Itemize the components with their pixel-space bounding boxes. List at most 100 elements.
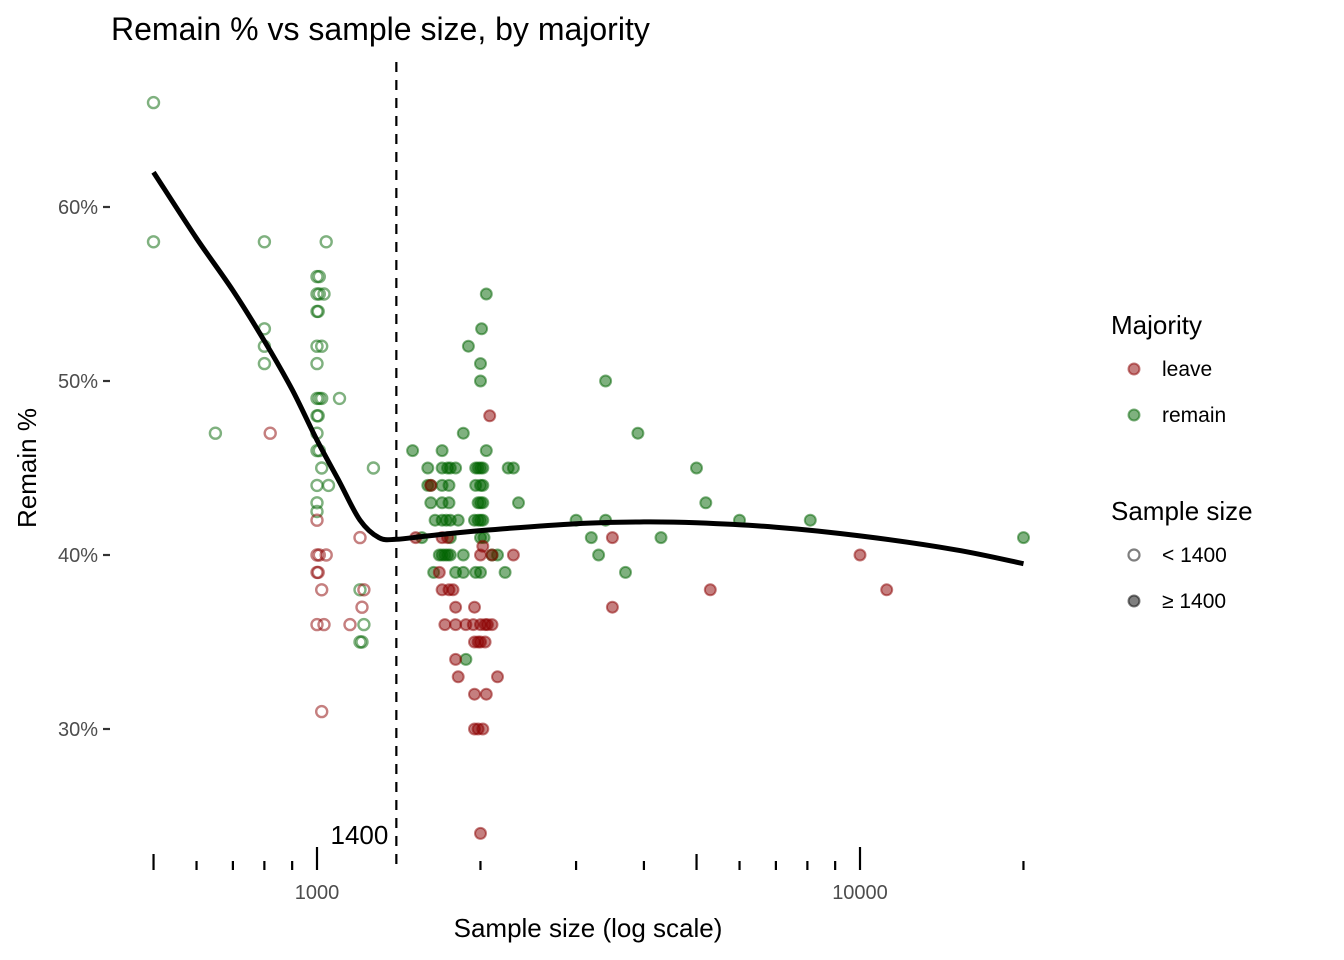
- legend-swatch-large-sample: [1127, 594, 1141, 608]
- legend-swatch-remain: [1127, 408, 1141, 422]
- chart-title: Remain % vs sample size, by majority: [111, 11, 650, 47]
- data-point-leave: [703, 583, 717, 597]
- data-point-remain: [257, 235, 272, 249]
- data-point-leave: [315, 704, 329, 719]
- data-point-leave: [451, 670, 465, 684]
- data-point-remain: [310, 504, 324, 519]
- data-point-leave: [311, 565, 325, 580]
- legend-label-small-sample: < 1400: [1162, 544, 1227, 567]
- x-axis: 1000 10000: [152, 847, 1025, 904]
- data-point-remain: [208, 426, 223, 440]
- data-point-remain: [479, 287, 493, 301]
- legend-label-remain: remain: [1162, 404, 1226, 427]
- data-point-remain: [311, 304, 325, 319]
- data-point-leave: [506, 548, 520, 562]
- data-point-remain: [690, 461, 703, 475]
- series-remain-small: [146, 95, 381, 649]
- data-point-remain: [803, 513, 817, 527]
- data-point-remain: [654, 531, 668, 545]
- data-point-remain: [366, 461, 381, 475]
- data-point-leave: [357, 583, 371, 597]
- data-point-leave: [319, 548, 333, 562]
- data-point-leave: [468, 687, 481, 701]
- data-point-remain: [406, 444, 420, 458]
- data-point-remain: [475, 322, 489, 336]
- legend-label-leave: leave: [1162, 358, 1212, 381]
- data-point-remain: [317, 287, 331, 301]
- data-point-remain: [451, 513, 465, 527]
- data-point-leave: [355, 600, 369, 614]
- data-point-leave: [424, 478, 438, 492]
- data-point-remain: [619, 565, 632, 579]
- data-point-leave: [485, 548, 499, 562]
- data-point-remain: [315, 391, 329, 406]
- data-point-remain: [443, 548, 457, 562]
- data-point-remain: [357, 617, 371, 632]
- legend-title-sample-size: Sample size: [1111, 496, 1253, 526]
- data-point-remain: [257, 356, 272, 371]
- data-point-remain: [474, 565, 487, 579]
- data-point-leave: [853, 548, 867, 562]
- data-point-remain: [315, 339, 329, 353]
- legend-label-large-sample: ≥ 1400: [1162, 590, 1226, 613]
- data-point-remain: [146, 235, 161, 249]
- data-point-leave: [605, 600, 619, 614]
- data-point-remain: [355, 635, 369, 649]
- data-point-leave: [491, 670, 504, 684]
- data-point-leave: [880, 583, 894, 597]
- legend-swatch-small-sample: [1127, 548, 1141, 562]
- smooth-curve: [151, 170, 1024, 567]
- data-point-remain: [476, 461, 490, 475]
- legend-title-majority: Majority: [1111, 310, 1202, 340]
- data-point-leave: [310, 617, 324, 632]
- data-point-leave: [446, 583, 460, 597]
- data-point-remain: [592, 548, 606, 562]
- data-point-remain: [310, 356, 324, 371]
- data-point-leave: [476, 722, 490, 736]
- data-point-leave: [315, 583, 329, 597]
- data-point-remain: [476, 478, 490, 492]
- legend: Majority leave remain Sample size < 1400…: [1111, 310, 1253, 613]
- data-point-leave: [449, 600, 463, 614]
- reference-line-label: 1400: [331, 820, 389, 850]
- data-point-leave: [317, 617, 331, 632]
- series-remain-large: [406, 287, 1030, 666]
- y-tick-label: 30%: [58, 719, 98, 741]
- data-point-remain: [310, 496, 324, 510]
- data-point-leave: [432, 565, 446, 579]
- data-point-remain: [476, 513, 490, 527]
- data-point-remain: [631, 426, 645, 440]
- data-point-remain: [474, 357, 487, 371]
- data-point-remain: [699, 496, 713, 510]
- data-point-remain: [1017, 531, 1030, 545]
- points-layer: [146, 95, 1030, 840]
- data-point-remain: [456, 426, 470, 440]
- y-tick-label: 50%: [58, 371, 98, 393]
- data-point-leave: [312, 548, 326, 562]
- data-point-remain: [312, 287, 326, 301]
- data-point-remain: [479, 444, 493, 458]
- data-point-leave: [263, 426, 277, 440]
- data-point-remain: [474, 374, 487, 388]
- data-point-leave: [478, 635, 492, 649]
- x-tick-label: 1000: [295, 882, 340, 904]
- y-tick-label: 40%: [58, 545, 98, 567]
- series-leave-large: [409, 409, 894, 840]
- data-point-leave: [468, 600, 481, 614]
- data-point-remain: [435, 444, 449, 458]
- data-point-remain: [146, 95, 161, 110]
- data-point-remain: [584, 531, 598, 545]
- x-tick-label: 10000: [832, 882, 888, 904]
- data-point-leave: [343, 617, 357, 632]
- data-point-remain: [421, 461, 435, 475]
- data-point-leave: [605, 531, 619, 545]
- y-tick-label: 60%: [58, 197, 98, 219]
- legend-swatch-leave: [1127, 362, 1141, 376]
- data-point-leave: [310, 513, 324, 527]
- data-point-remain: [311, 409, 325, 423]
- data-point-remain: [456, 548, 470, 562]
- data-point-remain: [512, 496, 525, 510]
- data-point-leave: [479, 687, 493, 701]
- data-point-leave: [438, 618, 452, 632]
- data-point-leave: [474, 826, 487, 840]
